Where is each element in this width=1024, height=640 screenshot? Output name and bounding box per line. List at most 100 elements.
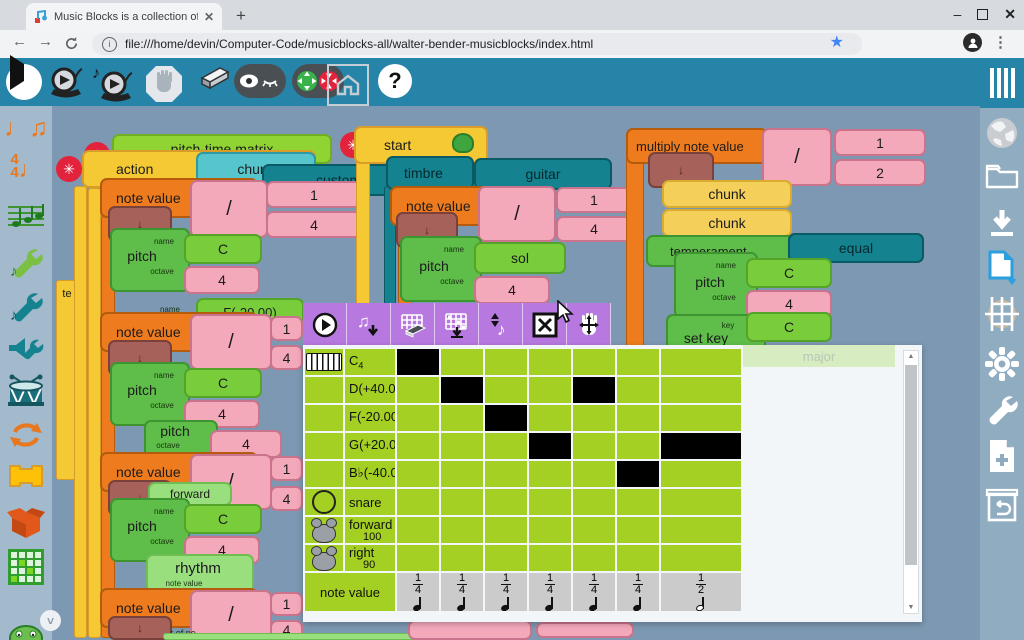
matrix-cell[interactable] bbox=[529, 461, 571, 487]
number-block[interactable]: 4 bbox=[556, 216, 632, 242]
matrix-cell[interactable] bbox=[661, 377, 741, 403]
matrix-cell[interactable] bbox=[529, 517, 571, 543]
matrix-cell[interactable] bbox=[617, 377, 659, 403]
matrix-cell-selected[interactable] bbox=[397, 349, 439, 375]
matrix-cell[interactable] bbox=[573, 349, 615, 375]
matrix-save-button[interactable]: ♫ bbox=[347, 303, 391, 346]
drum-icon[interactable] bbox=[0, 374, 52, 417]
help-button[interactable]: ? bbox=[378, 64, 412, 98]
open-file-folder-icon[interactable] bbox=[980, 162, 1024, 195]
solfege-block[interactable]: C bbox=[184, 234, 262, 264]
action-stem[interactable] bbox=[74, 186, 87, 638]
intervals-wrench-icon[interactable]: ♪ bbox=[0, 244, 52, 285]
number-block[interactable]: 4 bbox=[270, 486, 303, 511]
expand-collapse-blocks-button[interactable] bbox=[292, 64, 344, 98]
matrix-cell[interactable] bbox=[529, 377, 571, 403]
pitch-block[interactable] bbox=[400, 236, 482, 302]
guitar-block[interactable]: guitar bbox=[474, 158, 612, 190]
matrix-cell[interactable] bbox=[485, 489, 527, 515]
matrix-cell[interactable] bbox=[617, 517, 659, 543]
number-block[interactable]: 1 bbox=[270, 456, 303, 481]
matrix-cell[interactable] bbox=[573, 517, 615, 543]
number-block[interactable]: 1 bbox=[270, 316, 303, 341]
stop-button[interactable] bbox=[144, 64, 184, 104]
matrix-cell[interactable] bbox=[485, 517, 527, 543]
matrix-cell[interactable] bbox=[661, 349, 741, 375]
profile-avatar[interactable] bbox=[963, 33, 982, 52]
scroll-up-icon[interactable]: ▲ bbox=[907, 353, 915, 360]
load-project-icon[interactable] bbox=[980, 250, 1024, 291]
matrix-cell[interactable] bbox=[441, 405, 483, 431]
new-project-icon[interactable] bbox=[980, 438, 1024, 479]
matrix-cell-selected[interactable] bbox=[441, 377, 483, 403]
tab-close-icon[interactable]: ✕ bbox=[203, 9, 214, 24]
run-music-slow-button[interactable]: ♪ bbox=[92, 64, 136, 104]
matrix-cell-selected[interactable] bbox=[617, 461, 659, 487]
meter-time-signature-icon[interactable]: 4 4♩ bbox=[10, 151, 42, 182]
matrix-cell[interactable] bbox=[485, 461, 527, 487]
palette-scroll-down-button[interactable]: ˅ bbox=[40, 610, 61, 631]
matrix-cell[interactable] bbox=[529, 545, 571, 571]
multiply-stem[interactable] bbox=[626, 145, 644, 355]
boxes-box-icon[interactable] bbox=[0, 504, 52, 545]
matrix-cell-selected[interactable] bbox=[573, 377, 615, 403]
settings-gear-icon[interactable] bbox=[980, 346, 1024, 387]
erase-button[interactable] bbox=[194, 64, 230, 92]
number-block[interactable]: 1 bbox=[270, 592, 303, 616]
divide-block[interactable]: / bbox=[190, 314, 272, 370]
matrix-cell[interactable] bbox=[529, 489, 571, 515]
matrix-cell[interactable] bbox=[485, 545, 527, 571]
matrix-cell[interactable] bbox=[441, 545, 483, 571]
matrix-cell[interactable] bbox=[397, 377, 439, 403]
bookmark-star-icon[interactable]: ★ bbox=[829, 34, 844, 51]
number-block[interactable]: 4 bbox=[266, 211, 362, 238]
matrix-cell-selected[interactable] bbox=[661, 433, 741, 459]
matrix-cell[interactable] bbox=[661, 461, 741, 487]
divide-block[interactable]: / bbox=[762, 128, 832, 186]
pitch-block[interactable] bbox=[110, 362, 190, 426]
browser-tab[interactable]: Music Blocks is a collection of too ✕ bbox=[26, 3, 222, 30]
matrix-cell[interactable] bbox=[441, 349, 483, 375]
matrix-cell[interactable] bbox=[397, 489, 439, 515]
number-block[interactable]: 4 bbox=[184, 266, 260, 294]
matrix-export-button[interactable] bbox=[435, 303, 479, 346]
matrix-cell[interactable] bbox=[573, 433, 615, 459]
number-block[interactable]: 2 bbox=[834, 159, 926, 186]
matrix-cell[interactable] bbox=[573, 545, 615, 571]
number-block[interactable]: 1 bbox=[556, 187, 632, 213]
matrix-cell-selected[interactable] bbox=[529, 433, 571, 459]
matrix-drag-button[interactable] bbox=[567, 303, 611, 346]
run-slow-button[interactable] bbox=[48, 64, 86, 100]
matrix-cell[interactable] bbox=[617, 545, 659, 571]
matrix-cell[interactable] bbox=[661, 405, 741, 431]
matrix-cell[interactable] bbox=[441, 517, 483, 543]
matrix-play-button[interactable] bbox=[303, 303, 347, 346]
pink-fragment[interactable] bbox=[536, 622, 634, 638]
matrix-erase-button[interactable] bbox=[391, 303, 435, 346]
show-hide-blocks-button[interactable] bbox=[234, 64, 286, 98]
scroll-thumb[interactable] bbox=[905, 365, 917, 565]
reload-icon[interactable] bbox=[64, 36, 79, 51]
home-button[interactable] bbox=[327, 64, 369, 106]
collapse-dot[interactable]: ✳ bbox=[56, 156, 82, 182]
planet-globe-icon[interactable] bbox=[980, 116, 1024, 155]
matrix-cell[interactable] bbox=[397, 461, 439, 487]
collapsed-block[interactable]: ↓ bbox=[108, 616, 172, 640]
action-stem2[interactable] bbox=[88, 188, 101, 638]
number-block[interactable]: 4 bbox=[474, 276, 550, 304]
matrix-cell[interactable] bbox=[397, 545, 439, 571]
pitch-block[interactable] bbox=[110, 498, 190, 562]
chunk-call-block[interactable]: chunk bbox=[662, 209, 792, 237]
solfege-block[interactable]: C bbox=[184, 504, 262, 534]
address-bar[interactable]: i file:///home/devin/Computer-Code/music… bbox=[92, 33, 862, 55]
minimize-button[interactable]: – bbox=[953, 6, 962, 22]
back-icon[interactable]: ← bbox=[12, 33, 27, 50]
forward-icon[interactable]: → bbox=[38, 33, 53, 50]
number-block[interactable]: 1 bbox=[266, 181, 362, 208]
divide-block[interactable]: / bbox=[190, 180, 268, 238]
matrix-cell[interactable] bbox=[441, 489, 483, 515]
url-text[interactable]: file:///home/devin/Computer-Code/musicbl… bbox=[125, 37, 594, 51]
browser-menu-icon[interactable]: ⋮ bbox=[993, 34, 1008, 51]
matrix-cell[interactable] bbox=[573, 405, 615, 431]
matrix-cell[interactable] bbox=[485, 377, 527, 403]
